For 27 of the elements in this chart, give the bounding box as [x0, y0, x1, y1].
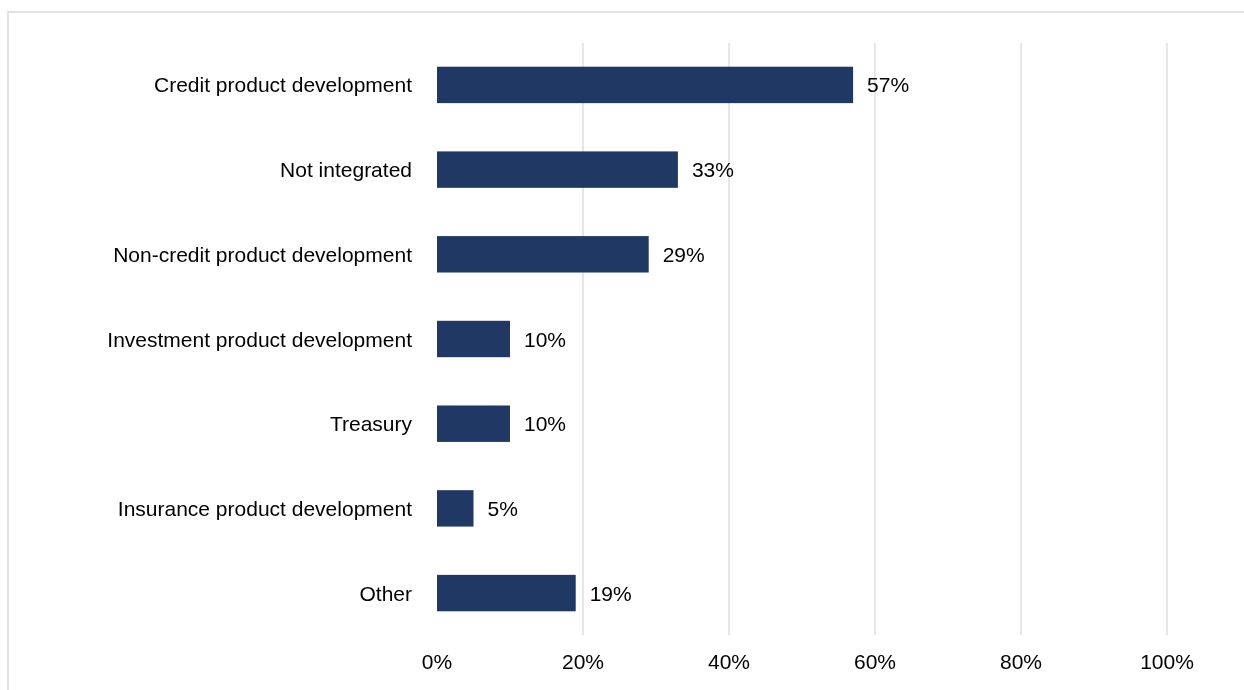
data-label: 57% [867, 73, 910, 97]
data-label: 33% [691, 158, 734, 182]
bar [437, 236, 649, 273]
x-tick-label: 100% [1140, 650, 1194, 673]
x-tick-label: 60% [853, 650, 897, 673]
y-tick-label: Investment product development [107, 327, 413, 351]
x-tick-label: 20% [561, 650, 605, 673]
x-tick-label: 80% [999, 650, 1043, 673]
x-tick-label: 0% [421, 650, 453, 673]
data-label: 5% [487, 496, 518, 520]
y-tick-label: Not integrated [280, 158, 412, 182]
bar [437, 151, 678, 188]
bar [437, 405, 510, 442]
bar [437, 490, 474, 527]
bar [437, 574, 576, 612]
data-label: 19% [589, 581, 632, 605]
y-tick-label: Credit product development [154, 73, 413, 97]
x-tick-label: 40% [707, 650, 751, 673]
y-tick-label: Insurance product development [117, 496, 413, 520]
data-label: 29% [662, 242, 705, 266]
data-label: 10% [524, 412, 567, 436]
y-tick-label: Other [359, 581, 412, 605]
data-label: 10% [524, 327, 567, 351]
y-tick-label: Non-credit product development [113, 242, 413, 266]
bar [437, 66, 854, 104]
bar [437, 320, 510, 358]
y-tick-label: Treasury [329, 412, 413, 436]
